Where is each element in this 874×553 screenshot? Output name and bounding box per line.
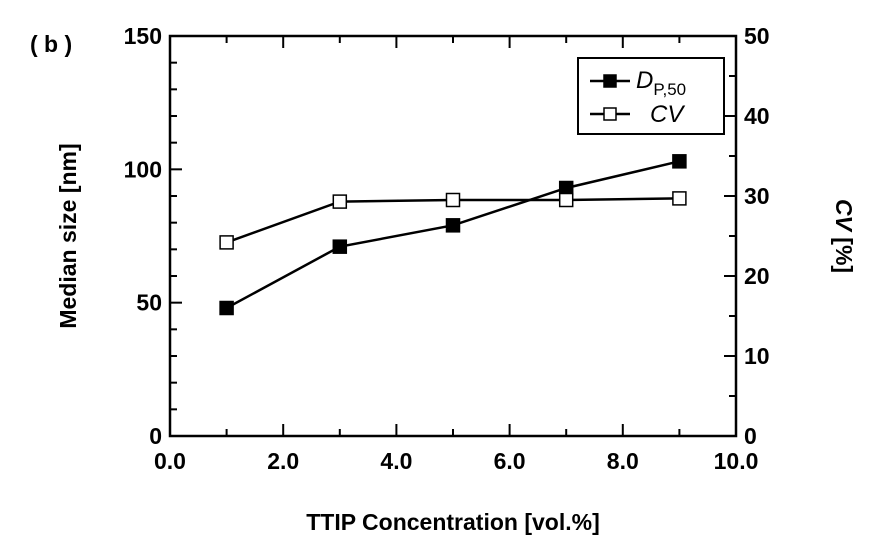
x-tick-label: 0.0 <box>154 448 186 474</box>
y-right-tick-label: 50 <box>744 23 770 49</box>
x-tick-label: 2.0 <box>267 448 299 474</box>
series-line-0 <box>226 160 680 310</box>
y-right-tick-label: 20 <box>744 263 770 289</box>
y-left-tick-label: 50 <box>136 290 162 316</box>
series-0-point <box>558 180 574 196</box>
y-axis-left: 0 50 100 150 <box>124 23 182 449</box>
series-1-point <box>558 192 574 208</box>
x-tick-label: 6.0 <box>494 448 526 474</box>
y-right-tick-label: 40 <box>744 103 770 129</box>
y-axis-right-title: CV [%] <box>831 199 857 273</box>
legend-label-dp50: DP,50 <box>636 67 686 99</box>
x-axis-title: TTIP Concentration [vol.%] <box>306 509 599 535</box>
y-axis-right-var: CV <box>831 199 857 233</box>
panel-label: ( b ) <box>30 31 72 57</box>
x-tick-label: 8.0 <box>607 448 639 474</box>
x-tick-label: 4.0 <box>380 448 412 474</box>
y-right-tick-label: 0 <box>744 423 757 449</box>
legend: DP,50 CV <box>577 57 725 135</box>
series-0-point <box>445 218 461 233</box>
y-left-tick-label: 0 <box>149 423 162 449</box>
series-1-point <box>219 235 234 250</box>
series-0-point <box>672 154 687 169</box>
y-axis-right: 0 10 20 30 40 50 <box>724 23 770 449</box>
y-right-tick-label: 10 <box>744 343 770 369</box>
series-layer <box>219 154 687 316</box>
series-0-point <box>219 300 234 316</box>
x-tick-label: 10.0 <box>714 448 759 474</box>
series-0-point <box>332 239 348 254</box>
series-1-point <box>445 192 461 208</box>
series-1-point <box>672 191 687 206</box>
y-axis-right-unit: [%] <box>831 231 857 273</box>
y-left-tick-label: 100 <box>124 156 162 182</box>
legend-box <box>577 57 725 135</box>
y-axis-left-title: Median size [nm] <box>55 143 81 328</box>
legend-marker-dp50 <box>603 74 617 88</box>
series-1-point <box>332 194 348 209</box>
legend-label-cv: CV <box>650 101 685 128</box>
y-left-tick-label: 150 <box>124 23 162 49</box>
y-right-tick-label: 30 <box>744 183 770 209</box>
legend-marker-cv <box>603 107 617 121</box>
x-axis: 0.0 2.0 4.0 6.0 8.0 10.0 <box>154 36 758 474</box>
